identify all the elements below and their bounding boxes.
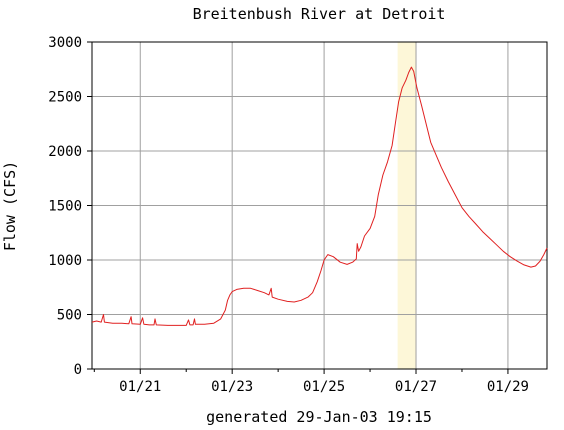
series-line xyxy=(91,66,548,326)
y-tick-label: 3000 xyxy=(48,35,82,51)
x-tick-label: 01/23 xyxy=(211,379,253,395)
plot-area: 0 500 1000 1500 2000 2500 3000 01/21 01/23 01/25 0… xyxy=(48,35,548,395)
y-tick-label: 1500 xyxy=(48,199,82,215)
y-tick-label: 2500 xyxy=(48,90,82,106)
x-tick-label: 01/27 xyxy=(395,379,437,395)
x-tick-label: 01/25 xyxy=(303,379,345,395)
y-tick-label: 0 xyxy=(74,362,82,378)
y-tick-label: 1000 xyxy=(48,253,82,269)
x-tick-label: 01/21 xyxy=(119,379,161,395)
y-axis-label: Flow (CFS) xyxy=(1,161,19,251)
y-tick-label: 500 xyxy=(57,308,82,324)
plot-frame xyxy=(91,41,548,370)
chart-title: Breitenbush River at Detroit xyxy=(193,5,446,23)
x-tick-label: 01/29 xyxy=(487,379,529,395)
x-axis-label: generated 29-Jan-03 19:15 xyxy=(206,408,432,426)
y-tick-label: 2000 xyxy=(48,144,82,160)
